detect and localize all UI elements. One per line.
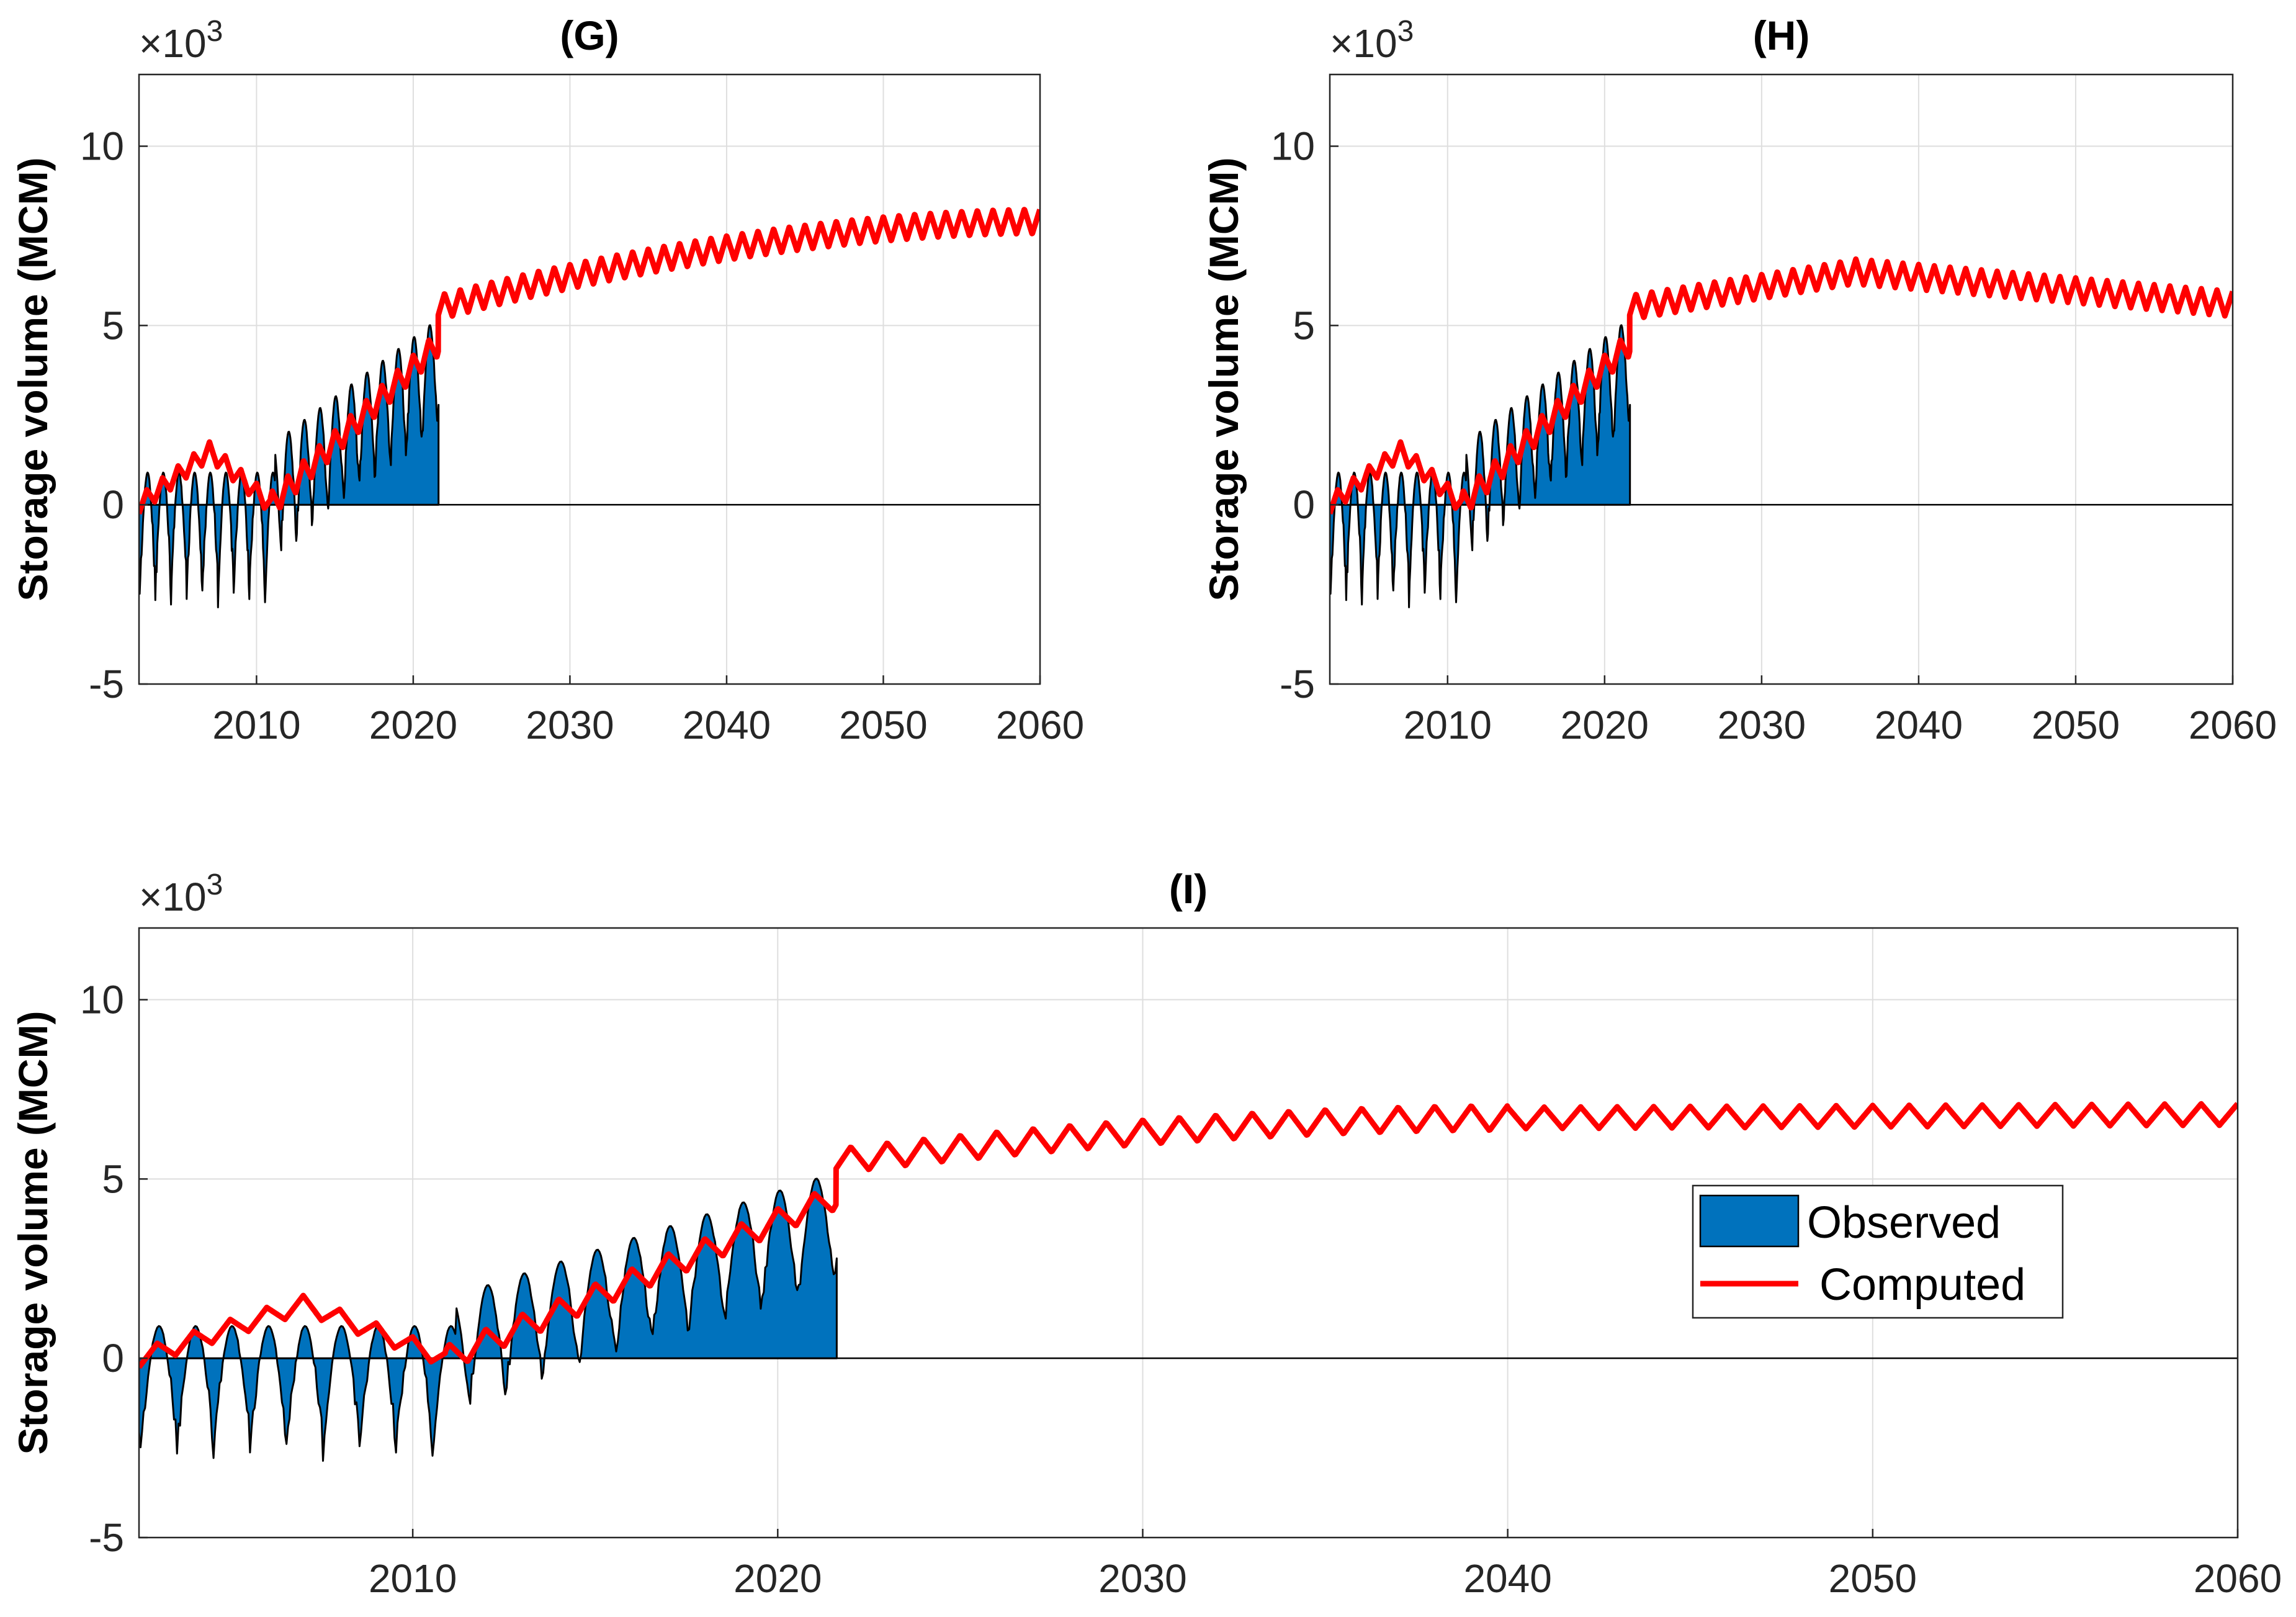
chart-I: 2010 2020 2030 2040 2050 2060 -5 0 5 10 ×103 (I) Sto… (10, 866, 2282, 1601)
legend-label-computed: Computed (1819, 1260, 2025, 1310)
chart-title: (H) (1753, 12, 1810, 58)
legend-label-observed: Observed (1807, 1198, 2001, 1248)
plot-area (1330, 74, 2233, 684)
plot-content (139, 1101, 2238, 1462)
y-tick-label: 0 (102, 482, 124, 527)
observed-area (139, 1178, 838, 1462)
x-tick-label: 2020 (733, 1556, 822, 1601)
plot-content (1330, 256, 2233, 608)
x-tick-label: 2010 (369, 1556, 457, 1601)
observed-area (139, 324, 440, 608)
axes-box (138, 73, 1041, 685)
computed-line (139, 1101, 2238, 1369)
y-tick-label: -5 (89, 662, 124, 706)
x-tick-label: 2050 (1829, 1556, 1917, 1601)
observed-area (1330, 324, 1631, 608)
y-tick-label: 10 (80, 124, 124, 169)
y-tick-label: 5 (1293, 303, 1315, 348)
chart-G: 2010 2020 2030 2040 2050 2060 -5 0 5 10 ×103 (G) Sto… (10, 12, 1084, 747)
x-tick-label: 2030 (1098, 1556, 1186, 1601)
plot-area (139, 74, 1040, 684)
x-tick-label: 2040 (1875, 703, 1963, 747)
chart-title: (G) (560, 12, 619, 58)
x-tick-label: 2030 (1718, 703, 1806, 747)
x-tick-label: 2060 (996, 703, 1084, 747)
y-tick-label: 0 (102, 1336, 124, 1381)
x-tick-label: 2020 (1561, 703, 1649, 747)
y-multiplier: ×103 (1330, 15, 1414, 66)
x-tick-label: 2040 (1463, 1556, 1551, 1601)
x-tick-label: 2050 (839, 703, 927, 747)
computed-line (1330, 256, 2233, 515)
chart-H: 2010 2020 2030 2040 2050 2060 -5 0 5 10 ×103 (H) Sto… (1201, 12, 2277, 747)
y-tick-label: 0 (1293, 482, 1315, 527)
y-multiplier: ×103 (139, 868, 223, 919)
y-tick-label: -5 (1280, 662, 1315, 706)
y-multiplier: ×103 (139, 15, 223, 66)
y-tick-label: 5 (102, 1156, 124, 1201)
y-tick-label: 5 (102, 303, 124, 348)
y-axis-label: Storage volume (MCM) (10, 157, 56, 601)
y-tick-label: 10 (80, 978, 124, 1022)
axes-box (138, 927, 2239, 1539)
x-tick-label: 2020 (369, 703, 457, 747)
y-axis-label: Storage volume (MCM) (10, 1011, 56, 1454)
computed-line (139, 207, 1040, 515)
legend: Observed Computed (1692, 1184, 2064, 1319)
y-tick-label: -5 (89, 1515, 124, 1560)
y-tick-label: 10 (1271, 124, 1315, 169)
axes-box (1329, 73, 2234, 685)
x-tick-label: 2060 (2189, 703, 2277, 747)
x-tick-label: 2010 (1404, 703, 1492, 747)
legend-swatch-observed (1699, 1194, 1800, 1248)
plot-content (139, 207, 1040, 608)
x-tick-label: 2050 (2032, 703, 2120, 747)
x-tick-label: 2010 (212, 703, 300, 747)
chart-title: (I) (1169, 866, 1208, 912)
y-axis-label: Storage volume (MCM) (1201, 157, 1247, 601)
x-tick-label: 2040 (683, 703, 771, 747)
x-tick-label: 2030 (526, 703, 614, 747)
x-tick-label: 2060 (2194, 1556, 2282, 1601)
